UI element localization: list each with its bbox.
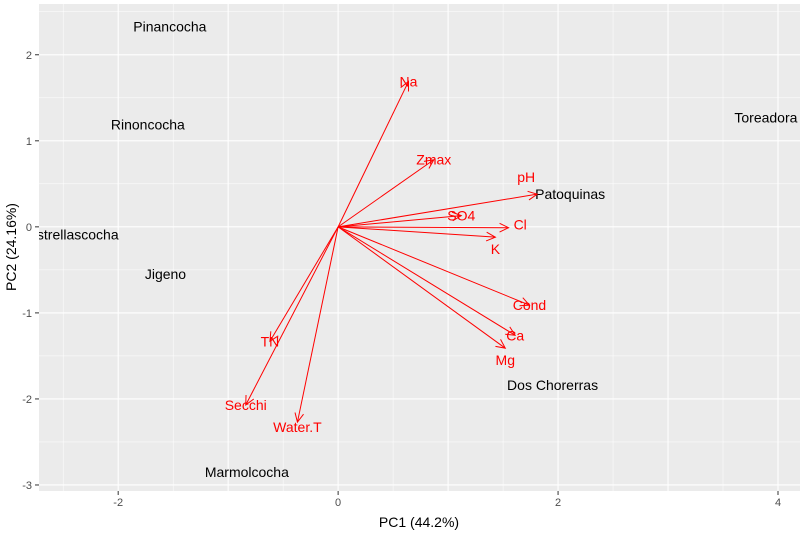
variable-label: Secchi	[225, 397, 267, 413]
x-tick-label: 2	[555, 497, 561, 509]
variable-label: Na	[400, 73, 418, 89]
loading-arrow	[338, 226, 509, 229]
variable-label: Water.T	[273, 419, 322, 435]
arrowhead-icon	[423, 159, 435, 169]
site-label: Pinancocha	[133, 18, 206, 34]
variable-label: Cl	[514, 217, 527, 233]
arrowhead-icon	[527, 190, 539, 201]
plot-content: Pinancocha Rinoncocha Estrellascocha Jigeno…	[28, 18, 798, 480]
variable-label: Cond	[513, 297, 546, 313]
x-tick-label: -2	[113, 497, 123, 509]
loading-arrow	[337, 226, 516, 336]
site-label: Dos Chorerras	[507, 377, 598, 393]
x-tick-label: 0	[335, 497, 341, 509]
site-label: Marmolcocha	[205, 464, 289, 480]
site-label: Estrellascocha	[28, 227, 119, 243]
arrowhead-icon	[495, 339, 507, 349]
variable-label: Mg	[496, 352, 515, 368]
loading-arrow	[338, 226, 496, 238]
loading-arrow	[338, 215, 462, 228]
variable-label: K	[491, 241, 501, 257]
loading-arrow	[337, 81, 409, 228]
loading-arrow	[296, 226, 339, 423]
arrowhead-icon	[519, 297, 531, 307]
plot-panel	[39, 4, 800, 491]
site-label: Rinoncocha	[111, 116, 185, 132]
axis-ticks: -2 0 2 4 -3 -2 -1 0 1 2	[22, 50, 781, 509]
arrowhead-icon	[485, 231, 497, 242]
loading-arrow	[269, 226, 339, 342]
x-axis-title: PC1 (44.2%)	[379, 514, 459, 530]
y-tick-label: 2	[26, 50, 32, 62]
site-label: Toreadora	[734, 110, 797, 126]
variable-label: Zmax	[416, 152, 451, 168]
y-tick-label: 1	[26, 136, 32, 148]
loading-arrow	[337, 159, 435, 228]
variable-label: SO4	[447, 208, 475, 224]
site-label: Jigeno	[145, 266, 186, 282]
grid	[39, 4, 800, 491]
arrowhead-icon	[400, 80, 410, 92]
variable-label: TN	[261, 333, 280, 349]
loading-arrow	[337, 226, 506, 349]
y-axis-title: PC2 (24.16%)	[3, 203, 19, 291]
variable-label: Ca	[506, 327, 524, 343]
arrowhead-icon	[245, 394, 255, 406]
arrowhead-icon	[294, 412, 304, 424]
y-tick-label: -1	[22, 308, 32, 320]
arrowhead-icon	[499, 222, 510, 233]
loading-arrow	[245, 226, 339, 406]
x-tick-label: 4	[775, 497, 781, 509]
y-tick-label: -2	[22, 394, 32, 406]
loading-arrow	[337, 226, 530, 306]
site-label: Patoquinas	[535, 186, 605, 202]
variable-label: pH	[517, 169, 535, 185]
arrowhead-icon	[505, 326, 517, 336]
arrowhead-icon	[269, 331, 279, 343]
arrowhead-icon	[451, 211, 463, 222]
y-tick-label: -3	[22, 480, 32, 492]
loading-arrow	[338, 193, 538, 228]
y-tick-label: 0	[26, 222, 32, 234]
